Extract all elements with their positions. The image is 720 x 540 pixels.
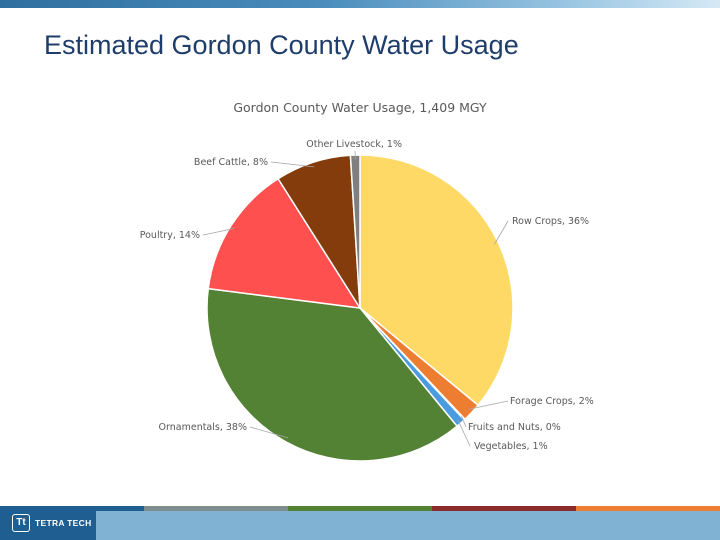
footer-stripe-segment xyxy=(144,506,288,511)
pie-slice xyxy=(359,154,514,407)
company-logo: Tt TETRA TECH xyxy=(0,506,96,540)
pie-slice-label: Beef Cattle, 8% xyxy=(194,157,268,168)
footer-stripe-segment xyxy=(576,506,720,511)
pie-leader-line xyxy=(493,220,509,245)
pie-leader-line xyxy=(249,426,289,439)
pie-slice xyxy=(207,177,362,309)
footer-stripe-segment xyxy=(288,506,432,511)
pie-slice-label: Ornamentals, 38% xyxy=(159,422,247,433)
pie-slice xyxy=(206,287,459,462)
pie-leader-line xyxy=(202,227,235,236)
pie-leader-line xyxy=(457,419,471,447)
logo-text: TETRA TECH xyxy=(35,518,92,528)
pie-slice-label: Poultry, 14% xyxy=(140,230,200,241)
footer-bar xyxy=(0,511,720,540)
logo-icon: Tt xyxy=(12,514,30,532)
pie-slices xyxy=(206,154,514,462)
pie-leader-line xyxy=(270,161,315,168)
pie-slice-label: Forage Crops, 2% xyxy=(510,396,594,407)
slide-title: Estimated Gordon County Water Usage xyxy=(44,30,519,60)
pie-slice-label: Row Crops, 36% xyxy=(512,216,589,227)
top-accent-bar xyxy=(0,0,720,8)
pie-slice-label: Fruits and Nuts, 0% xyxy=(468,422,561,433)
pie-leader-line xyxy=(461,416,467,428)
pie-slice-label: Vegetables, 1% xyxy=(474,441,548,452)
pie-labels: Row Crops, 36% Forage Crops, 2% Fruits and… xyxy=(140,139,594,452)
pie-leader-line xyxy=(468,400,509,410)
footer-stripe-segment xyxy=(432,506,576,511)
chart-title: Gordon County Water Usage, 1,409 MGY xyxy=(233,100,487,115)
pie-slice-label: Other Livestock, 1% xyxy=(306,139,402,150)
